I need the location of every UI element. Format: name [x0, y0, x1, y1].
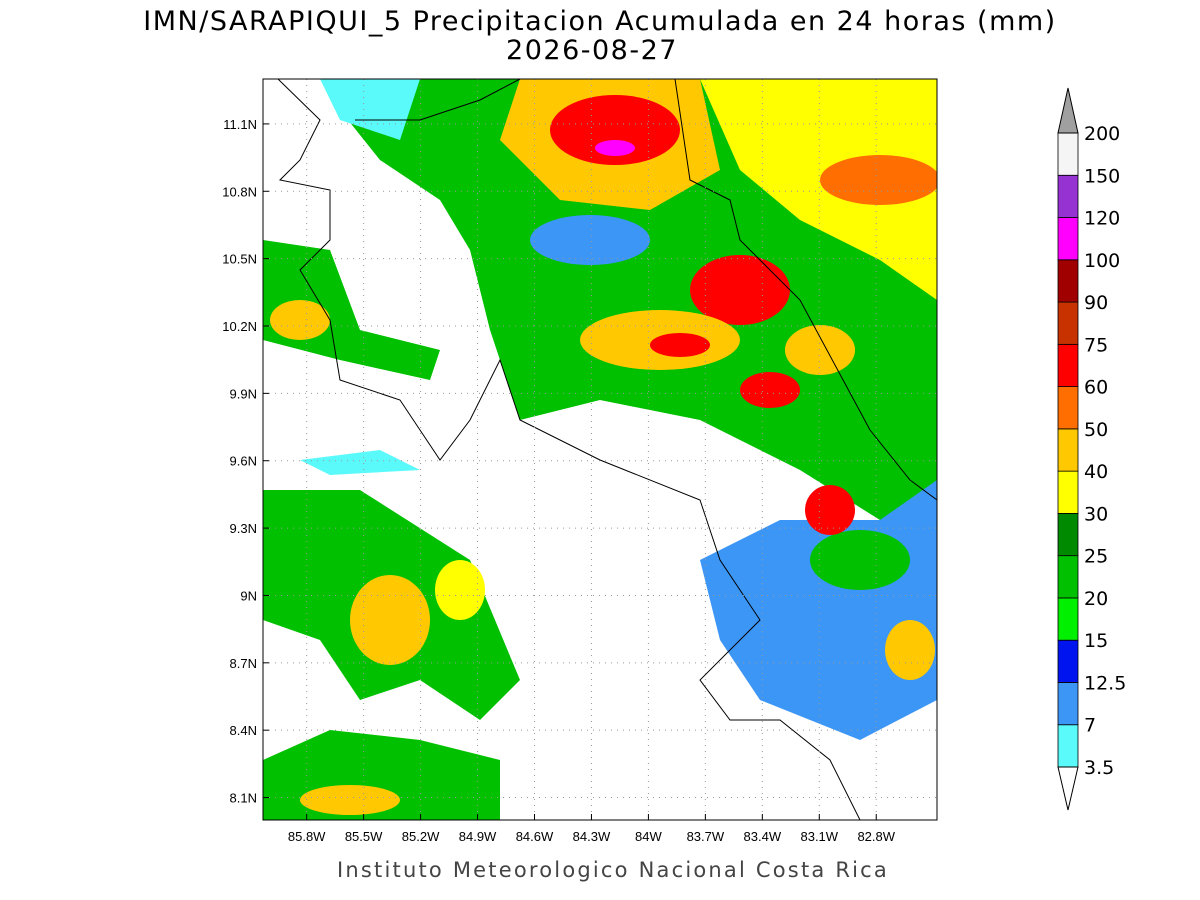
y-tick-label: 9.6N	[230, 454, 257, 469]
grid	[263, 79, 937, 820]
colorbar-box	[1057, 174, 1079, 218]
y-tick-label: 10.5N	[222, 252, 257, 267]
colorbar-label: 150	[1084, 165, 1120, 187]
colorbar-label: 200	[1084, 123, 1120, 145]
colorbar-box	[1057, 639, 1079, 683]
colorbar-label: 120	[1084, 208, 1120, 230]
x-tick-label: 84.3W	[573, 829, 611, 844]
colorbar-box	[1057, 217, 1079, 261]
y-tick-label: 11.1N	[223, 117, 257, 132]
colorbar-label: 20	[1084, 588, 1108, 610]
x-tick-label: 85.2W	[402, 829, 440, 844]
y-tick-label: 9N	[240, 588, 257, 603]
y-tick-label: 10.2N	[222, 319, 257, 334]
x-tick-label: 84W	[635, 829, 662, 844]
colorbar-label: 15	[1084, 630, 1108, 652]
colorbar-label: 75	[1084, 334, 1108, 356]
y-tick-label: 8.7N	[230, 656, 257, 671]
x-tick-label: 84.6W	[516, 829, 554, 844]
colorbar-label: 25	[1084, 546, 1108, 568]
colorbar-label: 3.5	[1084, 757, 1114, 779]
colorbar-box	[1057, 682, 1079, 726]
colorbar-box	[1057, 555, 1079, 599]
y-tick-label: 9.3N	[230, 521, 257, 536]
map-frame	[262, 78, 938, 821]
y-tick-label: 10.8N	[222, 184, 257, 199]
x-tick-label: 83.4W	[744, 829, 782, 844]
colorbar-box	[1057, 343, 1079, 388]
colorbar-box	[1057, 513, 1079, 557]
y-tick-label: 8.4N	[230, 723, 257, 738]
colorbar-label: 12.5	[1084, 672, 1126, 694]
colorbar-box	[1057, 259, 1079, 303]
x-tick-label: 85.5W	[345, 829, 383, 844]
colorbar-box	[1057, 132, 1079, 176]
colorbar-label: 50	[1084, 419, 1108, 441]
x-tick-label: 83.1W	[800, 829, 838, 844]
title: IMN/SARAPIQUI_5 Precipitacion Acumulada …	[143, 6, 1056, 37]
colorbar-box	[1057, 428, 1079, 472]
colorbar-label: 30	[1084, 503, 1108, 525]
colorbar-label: 100	[1084, 250, 1120, 272]
colorbar-label: 60	[1084, 377, 1108, 399]
colorbar-label: 7	[1084, 715, 1096, 737]
x-tick-label: 83.7W	[687, 829, 725, 844]
colorbar-box	[1057, 597, 1079, 641]
colorbar-label: 40	[1084, 461, 1108, 483]
y-tick-label: 8.1N	[230, 791, 257, 806]
colorbar-box	[1057, 470, 1079, 514]
x-tick-label: 82.8W	[857, 829, 895, 844]
colorbar-over	[1057, 87, 1079, 134]
footer: Instituto Meteorologico Nacional Costa R…	[337, 858, 889, 882]
colorbar: 3.5 7 12.5 15 20 25 30 40 50 60 75 90 100 120 150 200	[1057, 87, 1126, 811]
x-tick-label: 84.9W	[459, 829, 497, 844]
colorbar-under	[1057, 766, 1079, 811]
x-tick-label: 85.8W	[288, 829, 326, 844]
colorbar-box	[1057, 724, 1079, 768]
subtitle: 2026-08-27	[506, 35, 678, 66]
precip-field	[263, 79, 937, 820]
colorbar-label: 90	[1084, 292, 1108, 314]
colorbar-box	[1057, 386, 1079, 430]
y-tick-label: 9.9N	[230, 386, 257, 401]
colorbar-box	[1057, 301, 1079, 345]
